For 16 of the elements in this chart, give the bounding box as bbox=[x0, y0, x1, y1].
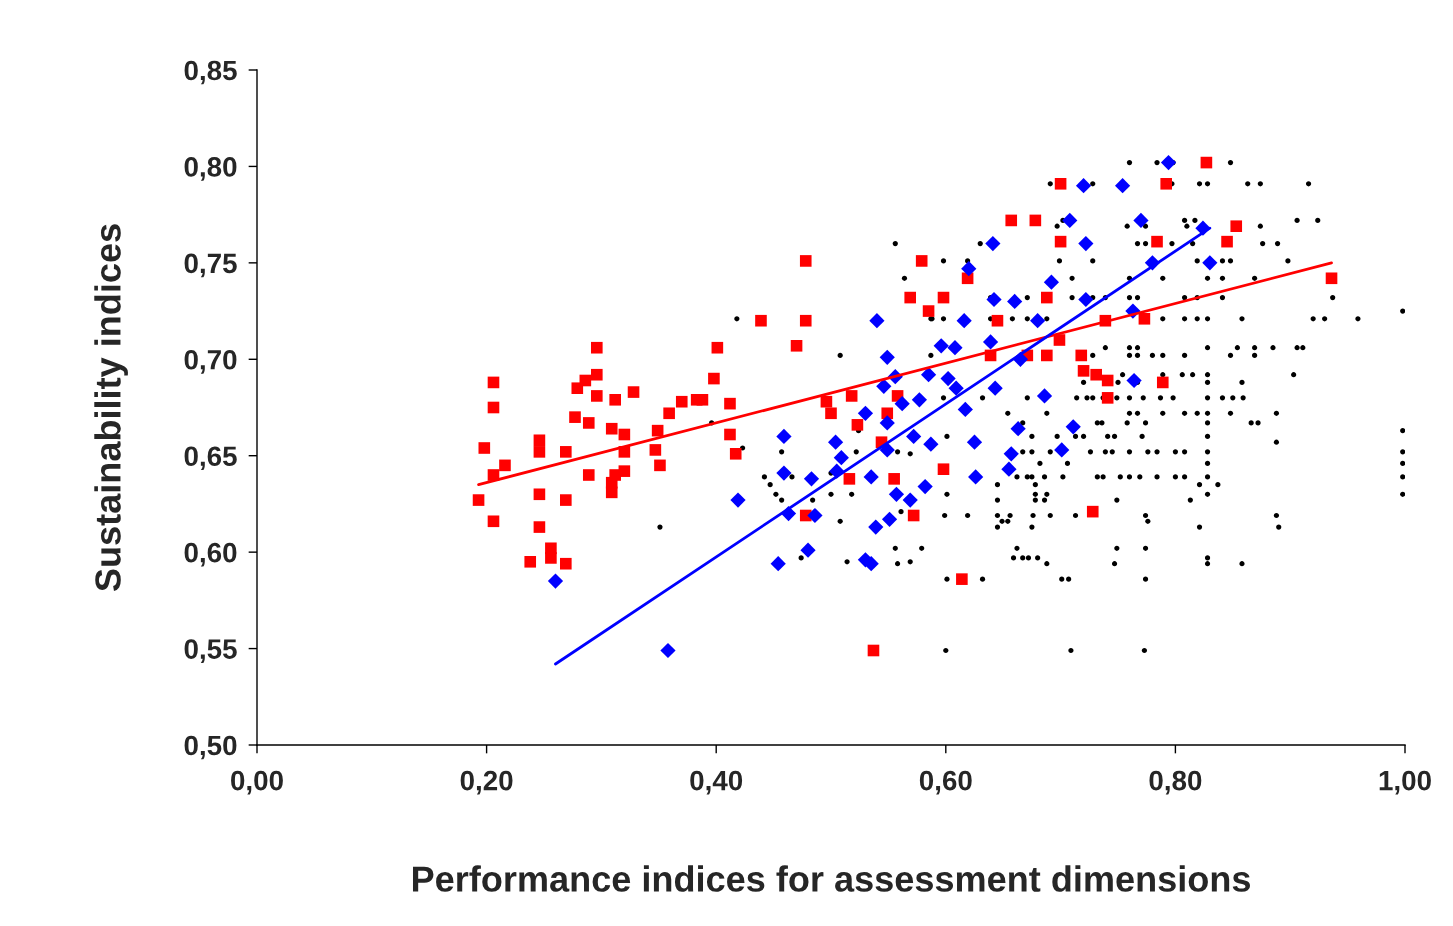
y-tick-label: 0,70 bbox=[184, 349, 237, 374]
y-axis-title: Sustainability indices bbox=[94, 224, 128, 592]
x-tick-label: 1,00 bbox=[1379, 770, 1431, 795]
y-tick-label: 0,55 bbox=[184, 639, 237, 663]
y-tick-label: 0,50 bbox=[184, 735, 237, 760]
x-tick-label: 0,20 bbox=[460, 770, 513, 795]
y-tick-label: 0,60 bbox=[184, 542, 237, 567]
x-tick-label: 0,00 bbox=[231, 770, 283, 795]
x-tick-label: 0,80 bbox=[1149, 770, 1202, 795]
x-tick-label: 0,60 bbox=[919, 770, 972, 795]
y-tick-label: 0,65 bbox=[184, 446, 237, 471]
x-axis-title: Performance indices for assessment dimensions bbox=[412, 865, 1250, 892]
y-tick-label: 0,75 bbox=[184, 253, 237, 278]
y-tick-label: 0,80 bbox=[184, 157, 237, 181]
x-tick-label: 0,40 bbox=[690, 770, 743, 795]
y-tick-label: 0,85 bbox=[184, 60, 237, 85]
